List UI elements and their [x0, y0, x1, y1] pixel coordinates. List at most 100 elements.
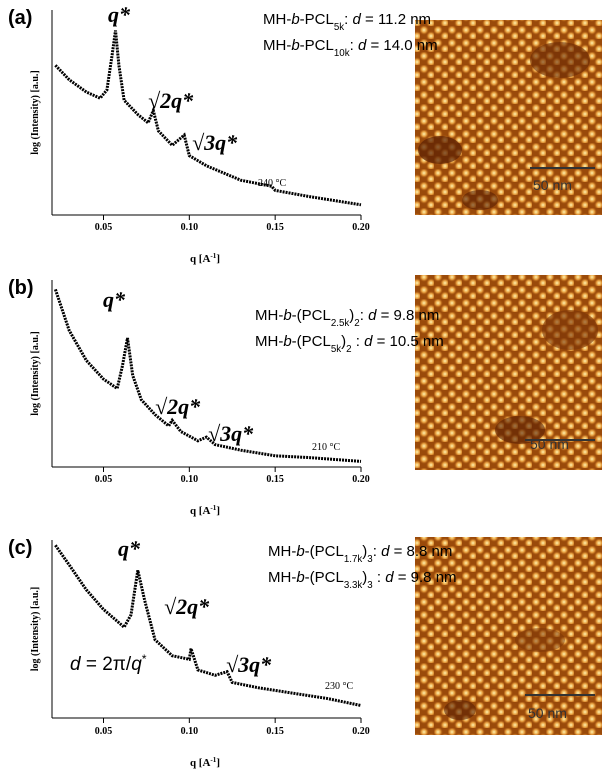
text-segment: : — [344, 11, 352, 28]
text-segment: ] — [216, 505, 220, 517]
text-segment: MH- — [268, 543, 296, 560]
rich-text: q [A-1] — [190, 252, 220, 265]
x-tick-label: 0.15 — [266, 222, 284, 233]
text-segment: 5k — [334, 22, 344, 33]
temperature: 230 °C — [325, 681, 353, 692]
text-segment: -(PCL — [305, 569, 344, 586]
panel-label: (b) — [8, 277, 34, 299]
text-segment: -(PCL — [305, 543, 344, 560]
text-segment: = 10.5 nm — [372, 333, 443, 350]
peak-label: √2q* — [164, 594, 210, 619]
x-tick-label: 0.05 — [95, 474, 113, 485]
peak-label: √2q* — [155, 394, 201, 419]
data-line — [54, 30, 362, 207]
rich-text: MH-b-PCL10k: d = 14.0 nm — [263, 37, 438, 59]
text-segment: d — [364, 333, 373, 350]
text-segment: d — [70, 654, 82, 675]
afm-image-c — [415, 537, 602, 735]
text-segment: MH- — [255, 307, 283, 324]
text-segment: = 2π/ — [81, 654, 132, 675]
text-segment: b — [291, 11, 299, 28]
text-segment: d — [368, 307, 377, 324]
rich-text: d = 2π/q* — [70, 652, 147, 675]
text-segment: -PCL — [300, 37, 334, 54]
peak-label: q* — [108, 2, 131, 27]
peak-label: √3q* — [226, 652, 272, 677]
text-segment: MH- — [263, 37, 291, 54]
text-segment: 2 — [354, 318, 359, 329]
text-segment: -1 — [210, 504, 216, 512]
text-segment: = 9.8 nm — [376, 307, 439, 324]
rich-text: MH-b-PCL5k: d = 11.2 nm — [263, 11, 431, 33]
text-segment: : — [350, 37, 358, 54]
data-line — [54, 544, 362, 707]
text-segment: = 8.8 nm — [389, 543, 452, 560]
x-tick-label: 0.15 — [266, 474, 284, 485]
temperature: 240 °C — [258, 178, 286, 189]
text-segment: ) — [362, 569, 367, 586]
text-segment: q [A — [190, 505, 211, 517]
scale-bar-label: 50 nm — [528, 705, 567, 721]
text-segment: -1 — [210, 252, 216, 260]
text-segment: -1 — [210, 756, 216, 764]
x-tick-label: 0.05 — [95, 726, 113, 737]
text-segment: -(PCL — [292, 307, 331, 324]
y-axis-label: log (Intensity) [a.u.] — [30, 331, 41, 415]
scale-bar-label: 50 nm — [530, 436, 569, 452]
text-segment: 1.7k — [344, 554, 363, 565]
text-segment: = 11.2 nm — [361, 11, 431, 28]
text-segment: : — [352, 333, 365, 350]
rich-text: MH-b-(PCL3.3k)3 : d = 9.8 nm — [268, 569, 457, 591]
text-segment: 10k — [334, 48, 350, 59]
peak-label: √3q* — [192, 130, 238, 155]
peak-label: √3q* — [208, 421, 254, 446]
text-segment: MH- — [268, 569, 296, 586]
x-tick-label: 0.10 — [181, 474, 199, 485]
text-segment: ] — [216, 757, 220, 769]
text-segment: MH- — [263, 11, 291, 28]
text-segment: d — [385, 569, 394, 586]
text-segment: b — [296, 569, 304, 586]
text-segment: b — [283, 307, 291, 324]
text-segment: d — [353, 11, 362, 28]
peak-label: √2q* — [148, 88, 194, 113]
text-segment: 2 — [346, 344, 351, 355]
text-segment: ) — [341, 333, 346, 350]
panel-label: (c) — [8, 537, 32, 559]
text-segment: : — [360, 307, 368, 324]
text-segment: q [A — [190, 253, 211, 265]
text-segment: = 9.8 nm — [394, 569, 457, 586]
text-segment: b — [291, 37, 299, 54]
text-segment: -PCL — [300, 11, 334, 28]
text-segment: ) — [362, 543, 367, 560]
x-tick-label: 0.10 — [181, 726, 199, 737]
rich-text: MH-b-(PCL1.7k)3: d = 8.8 nm — [268, 543, 452, 565]
text-segment: MH- — [255, 333, 283, 350]
rich-text: MH-b-(PCL5k)2 : d = 10.5 nm — [255, 333, 444, 355]
peak-label: q* — [103, 287, 126, 312]
text-segment: : — [373, 569, 386, 586]
text-segment: ) — [349, 307, 354, 324]
x-tick-label: 0.05 — [95, 222, 113, 233]
rich-text: q [A-1] — [190, 756, 220, 769]
rich-text: MH-b-(PCL2.5k)2: d = 9.8 nm — [255, 307, 439, 329]
text-segment: ] — [216, 253, 220, 265]
x-tick-label: 0.20 — [352, 222, 370, 233]
text-segment: 3.3k — [344, 580, 363, 591]
data-line — [53, 288, 362, 463]
temperature: 210 °C — [312, 442, 340, 453]
text-segment: = 14.0 nm — [366, 37, 437, 54]
text-segment: 3 — [367, 580, 372, 591]
text-segment: b — [283, 333, 291, 350]
peak-label: q* — [118, 536, 141, 561]
text-segment: : — [373, 543, 381, 560]
text-segment: d — [381, 543, 390, 560]
x-tick-label: 0.20 — [352, 474, 370, 485]
text-segment: -(PCL — [292, 333, 331, 350]
x-tick-label: 0.15 — [266, 726, 284, 737]
panel-label: (a) — [8, 7, 32, 29]
text-segment: 3 — [367, 554, 372, 565]
scale-bar-label: 50 nm — [533, 177, 572, 193]
